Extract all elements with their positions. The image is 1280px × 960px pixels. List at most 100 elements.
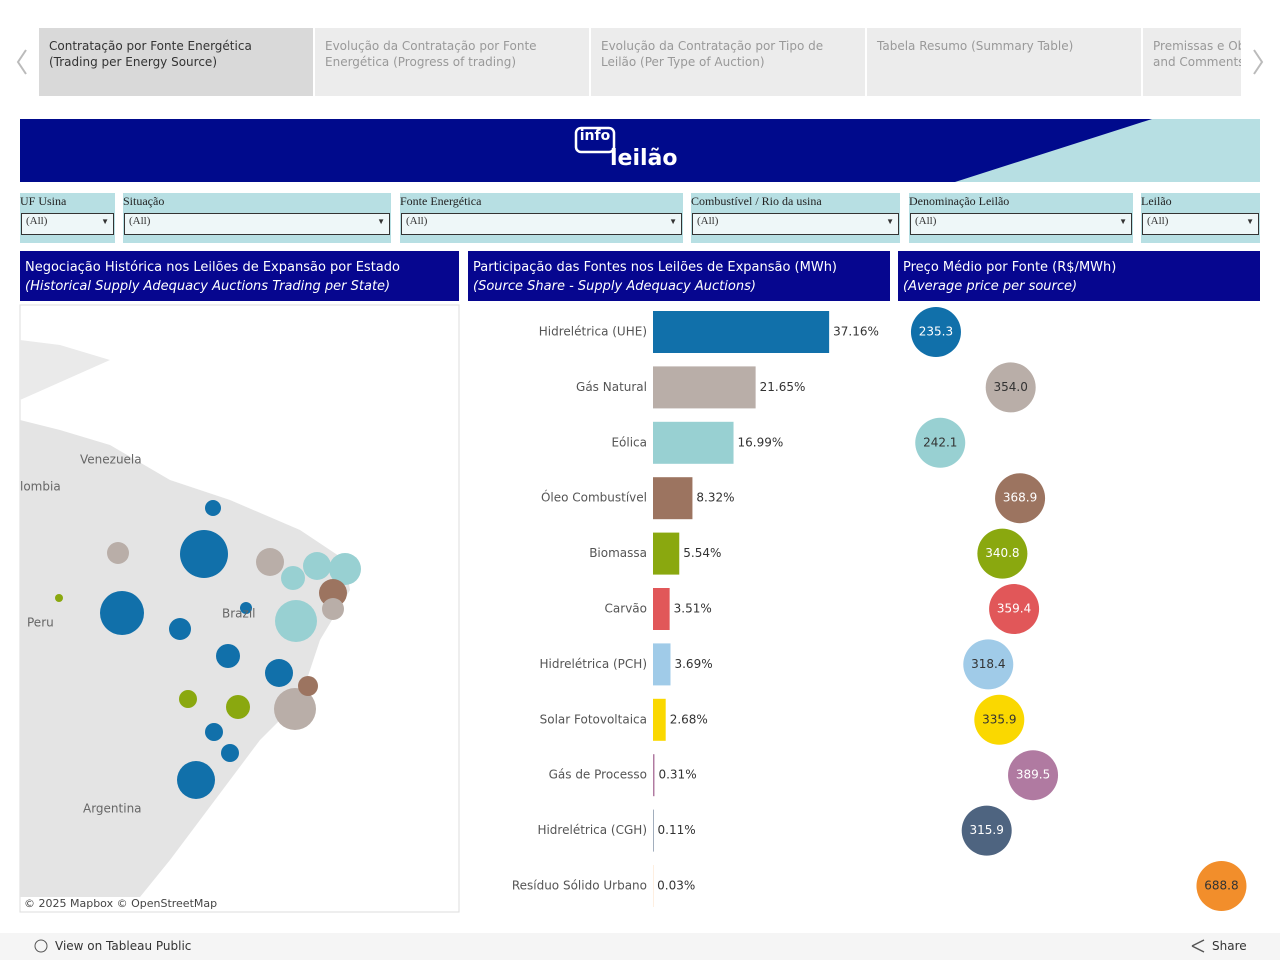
filter-label: Combustível / Rio da usina [691, 194, 822, 208]
category-label: Hidrelétrica (PCH) [540, 657, 647, 671]
value-label: 37.16% [833, 325, 879, 339]
filter: Denominação Leilão (All) [909, 193, 1133, 243]
map-label: Argentina [83, 802, 142, 816]
bubble [974, 694, 1025, 745]
tab[interactable]: Evolução da Contratação por Tipo de Leil… [591, 28, 865, 96]
value-label: 21.65% [760, 380, 806, 394]
value-label: 0.11% [658, 823, 696, 837]
logo-small: info [579, 128, 611, 144]
category-label: Óleo Combustível [541, 490, 647, 505]
filter-label: Situação [123, 194, 165, 208]
value-label: 315.9 [970, 823, 1004, 837]
filter-dropdown[interactable]: (All) [1142, 213, 1259, 235]
share-button[interactable]: Share [1212, 939, 1247, 953]
panel-subtitle: (Average price per source) [903, 279, 1078, 294]
category-label: Eólica [611, 435, 647, 449]
bar [653, 421, 734, 464]
bubble [995, 473, 1046, 524]
bubble [1008, 750, 1059, 801]
value-label: 3.69% [674, 657, 712, 671]
filter-dropdown[interactable]: (All) [692, 213, 899, 235]
bubble [985, 362, 1036, 413]
tab[interactable]: Tabela Resumo (Summary Table) [867, 28, 1141, 96]
bar [653, 643, 671, 686]
panel-title: Participação das Fontes nos Leilões de E… [473, 260, 837, 275]
filter: Situação (All) [123, 193, 391, 243]
bubble [977, 528, 1028, 579]
map-label: Venezuela [80, 453, 142, 467]
filter-dropdown[interactable]: (All) [21, 213, 114, 235]
panel-header: Preço Médio por Fonte (R$/MWh) (Average p… [898, 251, 1260, 301]
filter-label: UF Usina [20, 194, 67, 208]
value-label: 335.9 [982, 712, 1016, 726]
bar [653, 366, 756, 409]
bubble [915, 417, 966, 468]
value-label: 235.3 [919, 325, 953, 339]
filter: Leilão (All) [1141, 193, 1260, 243]
category-label: Hidrelétrica (UHE) [539, 325, 647, 339]
value-label: 389.5 [1016, 768, 1050, 782]
filter-dropdown[interactable]: (All) [124, 213, 390, 235]
value-label: 359.4 [997, 602, 1031, 616]
value-label: 318.4 [971, 657, 1005, 671]
map-decor [55, 500, 361, 799]
bubble [961, 805, 1012, 856]
category-label: Biomassa [589, 546, 647, 560]
value-label: 368.9 [1003, 491, 1037, 505]
bubble [989, 584, 1040, 634]
value-label: 0.31% [658, 768, 696, 782]
filter: Fonte Energética (All) [400, 193, 683, 243]
bar [653, 311, 830, 353]
panel-title: Negociação Histórica nos Leilões de Expa… [25, 260, 400, 275]
category-label: Carvão [605, 602, 647, 616]
filter-label: Denominação Leilão [909, 194, 1010, 208]
category-label: Solar Fotovoltaica [540, 712, 647, 726]
filter-dropdown[interactable]: (All) [401, 213, 682, 235]
bar [653, 588, 670, 630]
panel-header: Participação das Fontes nos Leilões de E… [468, 251, 890, 301]
value-label: 8.32% [696, 491, 734, 505]
bar [653, 754, 655, 797]
value-label: 3.51% [674, 602, 712, 616]
category-label: Resíduo Sólido Urbano [512, 879, 647, 893]
value-label: 688.8 [1204, 879, 1238, 893]
value-label: 354.0 [994, 380, 1028, 394]
value-label: 340.8 [985, 546, 1019, 560]
map-attribution: © 2025 Mapbox © OpenStreetMap [24, 897, 217, 910]
value-label: 5.54% [683, 546, 721, 560]
map-label: Brazil [222, 607, 256, 621]
tableau-link[interactable]: View on Tableau Public [55, 939, 192, 953]
bar [653, 809, 654, 852]
panel-subtitle: (Historical Supply Adequacy Auctions Tra… [25, 279, 391, 294]
tab[interactable]: Evolução da Contratação por Fonte Energé… [315, 28, 589, 96]
value-label: 16.99% [738, 435, 784, 449]
value-label: 242.1 [923, 435, 957, 449]
bar [653, 477, 693, 520]
bubble [963, 639, 1014, 690]
tab[interactable]: Contratação por Fonte Energética (Tradin… [39, 28, 313, 96]
filter-label: Fonte Energética [400, 194, 482, 208]
value-label: 2.68% [670, 712, 708, 726]
bubble [910, 307, 961, 357]
panel-subtitle: (Source Share - Supply Adequacy Auctions… [473, 279, 756, 294]
bar [653, 532, 680, 575]
map-label: Peru [27, 616, 54, 630]
filter: Combustível / Rio da usina (All) [691, 193, 900, 243]
bubble [1196, 861, 1247, 911]
logo-big: leilão [610, 146, 678, 171]
tab[interactable]: Premissas e Observações (Assumptions and… [1143, 28, 1241, 96]
map-label: lombia [20, 480, 61, 494]
filter-label: Leilão [1141, 194, 1172, 208]
filter: UF Usina (All) [20, 193, 115, 243]
category-label: Gás Natural [576, 380, 647, 394]
filter-dropdown[interactable]: (All) [910, 213, 1132, 235]
category-label: Gás de Processo [549, 768, 647, 782]
panel-header: Negociação Histórica nos Leilões de Expa… [20, 251, 459, 301]
bar [653, 698, 666, 741]
panel-title: Preço Médio por Fonte (R$/MWh) [903, 260, 1117, 275]
tab-strip: Contratação por Fonte Energética (Tradin… [39, 0, 1241, 100]
value-label: 0.03% [657, 879, 695, 893]
category-label: Hidrelétrica (CGH) [537, 823, 647, 837]
